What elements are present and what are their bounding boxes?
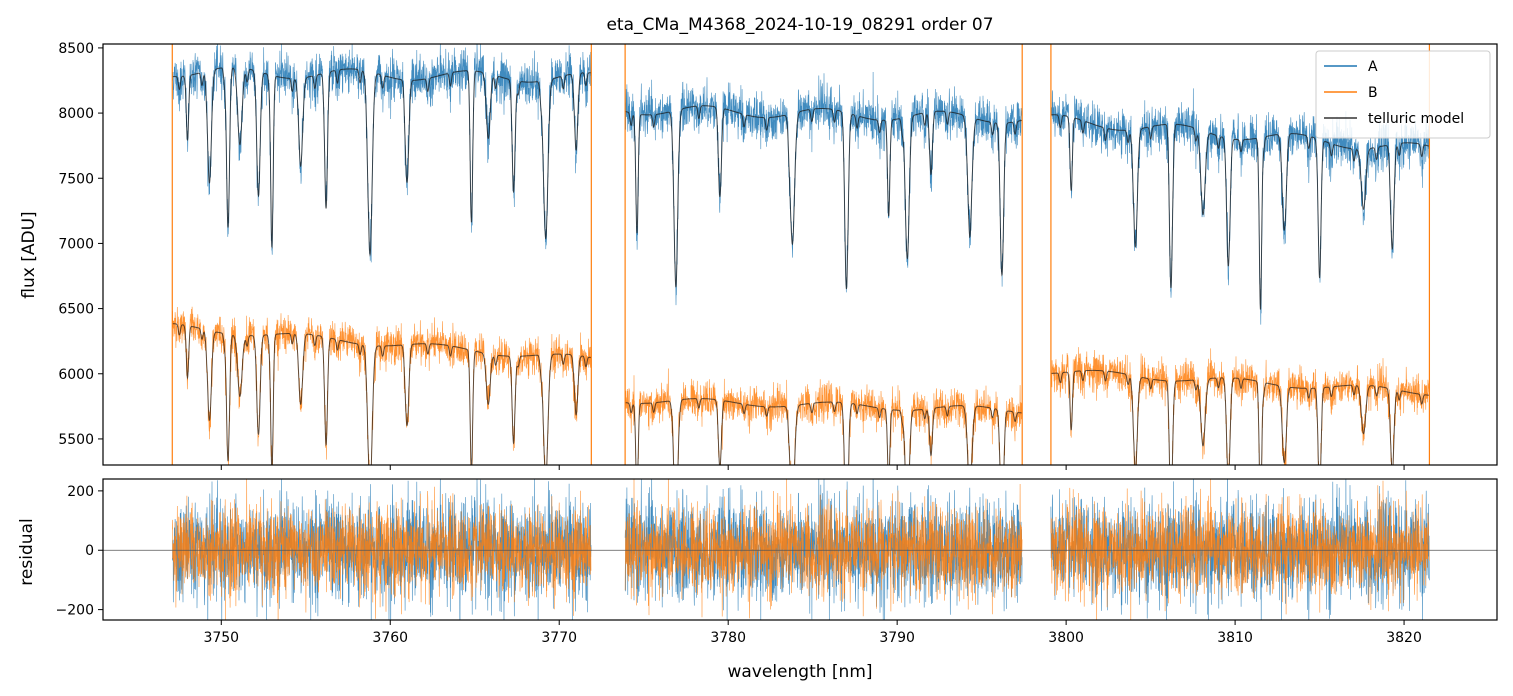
telluric-model-line	[624, 105, 1023, 290]
telluric-model-line	[1050, 369, 1430, 465]
y-tick-label: 5500	[58, 432, 94, 448]
residual-panel: −200 0 200 3750 3760 3770 3780 3790 3800 3810 382…	[17, 478, 1498, 682]
y-tick-label: 7500	[58, 171, 94, 187]
residual-y-label: residual	[17, 518, 37, 585]
legend-label-a: A	[1368, 59, 1378, 75]
x-tick-label: 3810	[1217, 630, 1253, 646]
y-tick-label: −200	[56, 603, 94, 619]
series-a-line	[1050, 88, 1430, 325]
residual-panel-frame	[102, 478, 1498, 621]
x-tick-label: 3780	[710, 630, 746, 646]
x-tick-label: 3770	[541, 630, 577, 646]
x-tick-label: 3820	[1386, 630, 1422, 646]
series-b-line	[172, 306, 592, 465]
telluric-model-line	[625, 398, 1023, 465]
flux-y-label: flux [ADU]	[19, 211, 39, 298]
residual-x-label: wavelength [nm]	[727, 662, 872, 682]
y-tick-label: 6500	[58, 302, 94, 318]
telluric-model-line	[1050, 114, 1430, 310]
x-tick-label: 3800	[1048, 630, 1084, 646]
residual-y-axis: −200 0 200	[56, 484, 103, 619]
flux-panel: 5500 6000 6500 7000 7500 8000 8500 flux [ADU]	[19, 41, 1498, 470]
flux-x-ticks	[220, 465, 1405, 470]
y-tick-label: 0	[85, 543, 94, 559]
series-b-line	[624, 368, 1023, 465]
telluric-model-line	[172, 323, 592, 465]
legend: A B telluric model	[1315, 50, 1491, 139]
x-tick-label: 3790	[879, 630, 915, 646]
y-tick-label: 6000	[58, 367, 94, 383]
x-tick-label: 3760	[372, 630, 408, 646]
residual-series-group	[103, 479, 1497, 620]
series-a-line	[172, 44, 592, 263]
series-a-line	[624, 71, 1023, 306]
residual-b-line	[172, 479, 1430, 620]
flux-y-axis: 5500 6000 6500 7000 7500 8000 8500	[58, 41, 103, 448]
flux-series-group	[171, 44, 1431, 465]
telluric-model-line	[172, 67, 592, 257]
flux-panel-frame	[102, 43, 1498, 466]
legend-box	[1315, 50, 1491, 139]
y-tick-label: 7000	[58, 236, 94, 252]
chart-title: eta_CMa_M4368_2024-10-19_08291 order 07	[606, 15, 993, 35]
series-b-line	[1050, 347, 1430, 465]
legend-label-model: telluric model	[1368, 111, 1464, 127]
residual-x-axis: 3750 3760 3770 3780 3790 3800 3810 3820	[203, 620, 1422, 646]
legend-label-b: B	[1368, 85, 1378, 101]
y-tick-label: 8500	[58, 41, 94, 57]
x-tick-label: 3750	[203, 630, 239, 646]
y-tick-label: 8000	[58, 106, 94, 122]
y-tick-label: 200	[67, 484, 94, 500]
